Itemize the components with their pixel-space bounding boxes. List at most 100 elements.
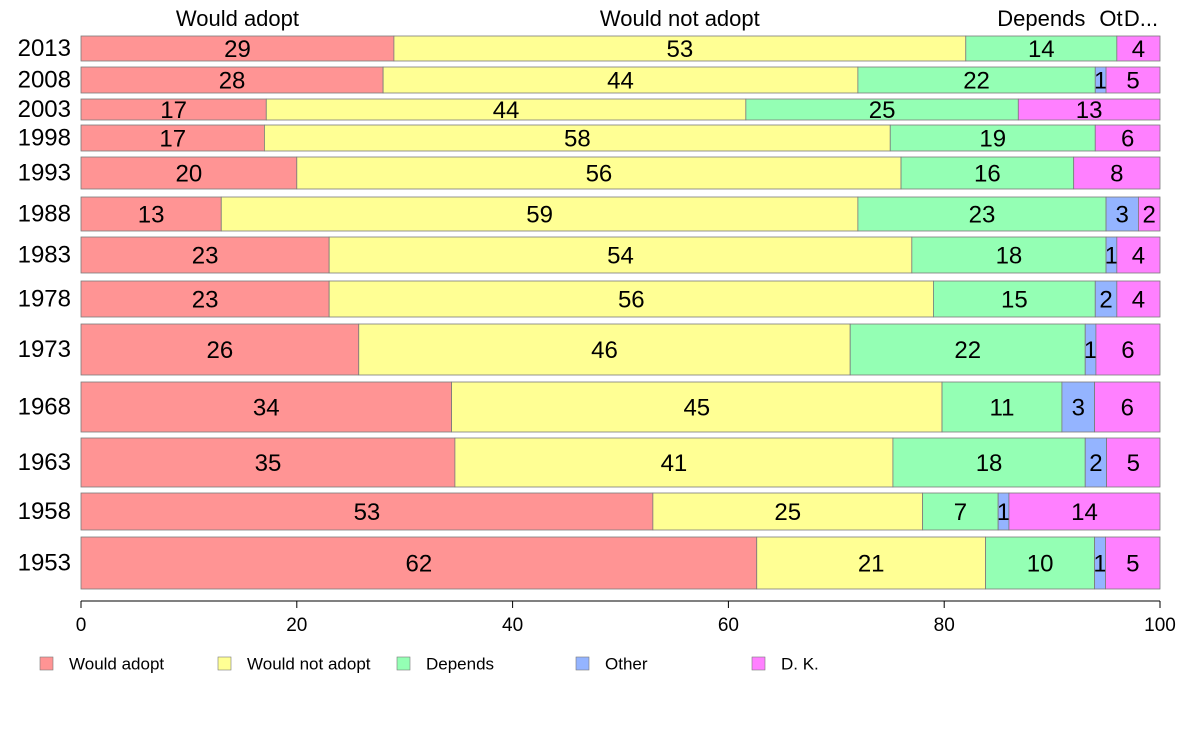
top-category-label: Ot	[1099, 6, 1122, 31]
bar-segment	[1116, 280, 1161, 318]
x-axis: 0 20 40 60 80 100	[76, 600, 1176, 636]
bar-value-label: 23	[192, 287, 219, 314]
bar-segment	[80, 156, 298, 190]
x-tick-label: 0	[76, 615, 87, 636]
bar-value-label: 2	[1099, 287, 1112, 314]
bar-segment	[451, 381, 943, 433]
bar-value-label: 53	[354, 499, 381, 526]
year-label: 1968	[18, 394, 71, 421]
year-label: 2013	[18, 35, 71, 62]
bar-segment	[358, 323, 851, 376]
bar-value-label: 29	[224, 36, 251, 63]
top-category-labels: Would adopt Would not adopt Depends Ot D...	[176, 6, 1158, 31]
bar-value-label: 2	[1143, 202, 1156, 229]
bar-value-label: 11	[990, 395, 1015, 422]
bar-value-label: 6	[1121, 126, 1134, 153]
bar-value-label: 6	[1121, 337, 1134, 364]
year-label: 1953	[18, 550, 71, 577]
bar-segment	[849, 323, 1086, 376]
bar-value-label: 5	[1126, 551, 1139, 578]
bar-segment	[985, 536, 1096, 590]
bar-value-label: 5	[1127, 450, 1140, 477]
bar-value-label: 26	[207, 337, 234, 364]
legend: Would adopt Would not adopt Depends Other D.…	[39, 655, 819, 674]
bar-segment	[1017, 98, 1161, 121]
bar-value-label: 44	[493, 97, 520, 124]
bar-value-label: 28	[219, 68, 246, 95]
bar-value-label: 13	[1076, 97, 1103, 124]
bar-segment	[1008, 492, 1161, 531]
bar-segment	[1138, 196, 1161, 232]
bar-segment	[80, 492, 654, 531]
bar-value-label: 25	[869, 97, 896, 124]
legend-swatch	[39, 656, 54, 671]
bar-value-label: 56	[618, 287, 645, 314]
bar-segment	[1073, 156, 1161, 190]
legend-label: Depends	[426, 655, 494, 674]
bar-segment	[911, 236, 1107, 274]
bar-value-label: 23	[969, 202, 996, 229]
legend-label: Other	[605, 655, 648, 674]
bar-segment	[220, 196, 859, 232]
bar-value-label: 17	[160, 97, 187, 124]
top-category-label: Would not adopt	[600, 6, 760, 31]
bar-segment	[1105, 196, 1139, 232]
bar-value-label: 4	[1132, 36, 1145, 63]
year-label: 1973	[18, 336, 71, 363]
legend-swatch	[575, 656, 590, 671]
bar-segment	[80, 536, 758, 590]
bar-value-label: 41	[661, 450, 688, 477]
bar-value-label: 18	[976, 450, 1003, 477]
legend-label: Would adopt	[69, 655, 164, 674]
bar-value-label: 8	[1110, 161, 1123, 188]
bar-value-label: 62	[406, 551, 433, 578]
bar-value-label: 45	[683, 395, 710, 422]
bar-segment	[80, 35, 395, 62]
bar-value-label: 15	[1001, 287, 1028, 314]
bar-value-label: 18	[996, 243, 1023, 270]
x-tick-label: 100	[1144, 615, 1176, 636]
bar-value-label: 6	[1121, 395, 1134, 422]
bar-value-label: 4	[1132, 287, 1145, 314]
year-label: 1988	[18, 201, 71, 228]
bar-value-label: 3	[1072, 395, 1085, 422]
bar-value-label: 56	[586, 161, 613, 188]
bar-value-label: 14	[1071, 499, 1098, 526]
bar-segment	[1116, 35, 1161, 62]
top-category-label: Would adopt	[176, 6, 299, 31]
bar-segment	[80, 124, 265, 152]
bar-value-label: 22	[963, 68, 990, 95]
bar-value-label: 1	[1093, 551, 1106, 578]
bar-segment	[900, 156, 1075, 190]
bar-value-label: 1	[1094, 68, 1107, 95]
bar-segment	[922, 492, 999, 531]
bar-value-label: 1	[1105, 243, 1118, 270]
year-label: 1983	[18, 242, 71, 269]
bar-segment	[889, 124, 1096, 152]
bar-segment	[80, 381, 452, 433]
bar-segment	[80, 236, 330, 274]
bar-segment	[652, 492, 924, 531]
bar-value-label: 23	[192, 243, 219, 270]
bar-segment	[382, 66, 859, 94]
bar-segment	[1105, 536, 1161, 590]
bar-value-label: 5	[1126, 68, 1139, 95]
bar-value-label: 1	[997, 499, 1010, 526]
legend-label: D. K.	[781, 655, 819, 674]
x-tick-label: 40	[502, 615, 523, 636]
bar-value-label: 17	[159, 126, 186, 153]
bar-segment	[941, 381, 1063, 433]
legend-label: Would not adopt	[247, 655, 371, 674]
year-label: 1963	[18, 449, 71, 476]
year-label: 1993	[18, 160, 71, 187]
bar-value-label: 35	[255, 450, 282, 477]
bar-value-label: 7	[954, 499, 967, 526]
bar-value-label: 34	[253, 395, 280, 422]
bar-value-label: 19	[979, 126, 1006, 153]
bar-segment	[857, 66, 1096, 94]
x-tick-label: 80	[934, 615, 955, 636]
bar-segment	[80, 323, 360, 376]
bar-segment	[857, 196, 1107, 232]
bar-segment	[328, 280, 934, 318]
